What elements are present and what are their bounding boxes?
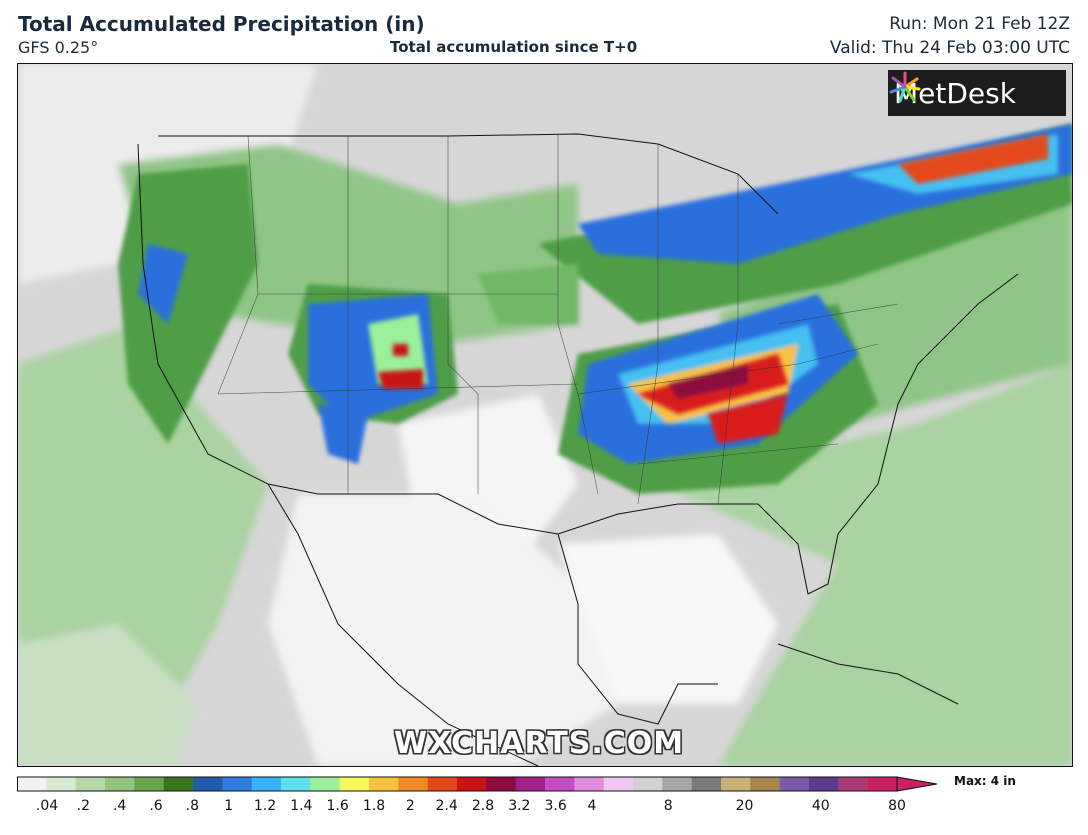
colorbar-swatch <box>17 777 47 791</box>
colorbar-tick-label: .6 <box>149 798 163 814</box>
colorbar-tick-label: .2 <box>76 798 91 814</box>
chart-subtitle: Total accumulation since T+0 <box>390 38 638 56</box>
colorbar-swatch <box>46 777 77 791</box>
colorbar-tick-label: 80 <box>888 798 906 814</box>
colorbar-swatch <box>251 777 282 791</box>
colorbar-swatch <box>662 777 693 791</box>
colorbar-swatch <box>486 777 517 791</box>
colorbar-swatches <box>17 776 938 792</box>
light-precip-fields <box>18 64 1072 766</box>
colorbar-tick-label: .04 <box>35 798 59 814</box>
colorbar-swatch <box>222 777 253 791</box>
colorbar-swatch <box>838 777 869 791</box>
precipitation-map: MetDesk WXCHARTS.COM <box>17 63 1073 767</box>
model-label: GFS 0.25° <box>18 38 99 57</box>
extreme-precip-cores <box>378 134 1048 444</box>
colorbar-tick-label: 20 <box>735 798 754 814</box>
colorbar-tick-label: .4 <box>112 798 127 814</box>
colorbar-swatch <box>105 777 135 791</box>
colorbar-swatch <box>134 777 165 791</box>
colorbar-swatch <box>369 777 399 791</box>
colorbar-swatch <box>398 777 429 791</box>
wxcharts-watermark: WXCHARTS.COM <box>394 726 685 761</box>
colorbar-swatch <box>281 777 311 791</box>
colorbar-tick-label: .8 <box>185 798 200 814</box>
colorbar-swatch <box>427 777 458 791</box>
colorbar-tick-label: 1.2 <box>253 798 277 814</box>
colorbar-swatch <box>310 777 341 791</box>
colorbar-swatch <box>750 777 781 791</box>
colorbar-ticks: .04 .2 .4 .6 .8 1 1.2 1.4 1.6 1.8 2 2.4 2.8 3.2 3.6 4 8 2… <box>17 798 917 818</box>
colorbar-swatch <box>457 777 487 791</box>
colorbar-swatch <box>545 777 575 791</box>
colorbar-tick-label: 3.2 <box>508 798 531 814</box>
colorbar-swatch <box>691 777 722 791</box>
colorbar-tick-label: 1.6 <box>326 798 349 814</box>
colorbar-swatch <box>633 777 663 791</box>
political-borders <box>137 133 1019 766</box>
colorbar-tick-label: 40 <box>811 798 830 814</box>
colorbar-swatch <box>163 777 194 791</box>
colorbar-swatch <box>515 777 546 791</box>
map-canvas <box>18 64 1072 766</box>
colorbar: .04 .2 .4 .6 .8 1 1.2 1.4 1.6 1.8 2 2.4 2.8 3.2 3.6 4 8 2… <box>17 776 957 826</box>
colorbar-tick-label: 1 <box>224 798 234 814</box>
colorbar-extend-arrow <box>896 776 938 792</box>
colorbar-swatch <box>779 777 810 791</box>
colorbar-swatch <box>75 777 106 791</box>
metdesk-logo: MetDesk <box>888 70 1066 116</box>
colorbar-swatch <box>339 777 370 791</box>
colorbar-swatch <box>721 777 751 791</box>
metdesk-logo-icon <box>889 71 921 103</box>
colorbar-tick-label: 2.4 <box>435 798 458 814</box>
colorbar-swatch <box>809 777 839 791</box>
chart-title: Total Accumulated Precipitation (in) <box>18 12 425 36</box>
colorbar-tick-label: 1.4 <box>290 798 313 814</box>
colorbar-swatch <box>867 777 898 791</box>
max-label: Max: 4 in <box>954 774 1016 788</box>
valid-label: Valid: Thu 24 Feb 03:00 UTC <box>829 38 1070 58</box>
colorbar-swatch <box>193 777 223 791</box>
colorbar-tick-label: 4 <box>587 798 597 814</box>
state-borders <box>217 134 899 505</box>
run-label: Run: Mon 21 Feb 12Z <box>889 14 1070 34</box>
colorbar-tick-label: 1.8 <box>362 798 386 814</box>
colorbar-tick-label: 2.8 <box>471 798 495 814</box>
colorbar-tick-label: 3.6 <box>544 798 567 814</box>
colorbar-swatch <box>603 777 634 791</box>
colorbar-swatch <box>574 777 605 791</box>
colorbar-tick-label: 8 <box>663 798 673 814</box>
colorbar-tick-label: 2 <box>405 798 415 814</box>
